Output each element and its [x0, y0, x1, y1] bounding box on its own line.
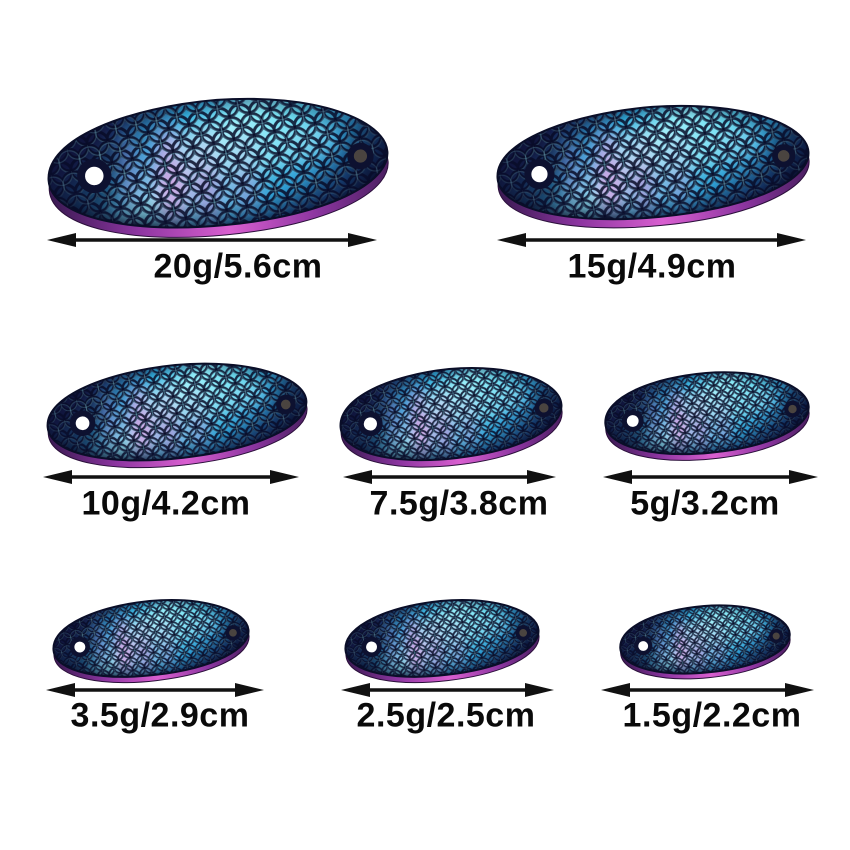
hook-hole	[225, 625, 241, 641]
line-tie-hole	[634, 636, 653, 656]
size-label: 3.5g/2.9cm	[70, 696, 250, 735]
lure-spoon-graphic	[493, 104, 813, 229]
hook-hole	[784, 400, 801, 418]
lure-spoon-photo	[607, 591, 803, 691]
lure-spoon-photo	[327, 354, 575, 478]
lure-spoon-graphic	[618, 604, 792, 680]
lure-spoon-photo	[35, 85, 401, 247]
lure-spoon-photo	[484, 92, 822, 238]
lure-spoon-photo	[592, 358, 822, 472]
size-label: 7.5g/3.8cm	[369, 484, 549, 523]
lure-spoon-photo	[332, 586, 552, 694]
hook-hole	[534, 398, 554, 418]
size-label: 10g/4.2cm	[81, 484, 251, 523]
lure-spoon-graphic	[602, 371, 812, 461]
length-arrow-icon	[603, 470, 818, 484]
lure-spoon-graphic	[50, 599, 252, 684]
size-label: 15g/4.9cm	[567, 247, 737, 286]
line-tie-hole	[361, 636, 382, 658]
line-tie-hole	[77, 158, 112, 194]
size-label: 5g/3.2cm	[630, 484, 780, 523]
hook-hole	[276, 394, 296, 415]
hook-hole	[515, 625, 531, 641]
length-arrow-icon	[46, 683, 264, 697]
size-label: 1.5g/2.2cm	[622, 696, 802, 735]
length-arrow-icon	[47, 233, 377, 247]
hook-hole	[347, 142, 374, 170]
length-arrow-icon	[497, 233, 806, 247]
size-label: 2.5g/2.5cm	[356, 696, 536, 735]
line-tie-hole	[69, 410, 96, 437]
hook-hole	[769, 628, 784, 644]
length-arrow-icon	[601, 683, 814, 697]
line-tie-hole	[621, 410, 644, 432]
size-label: 20g/5.6cm	[153, 247, 323, 286]
length-arrow-icon	[343, 470, 556, 484]
length-arrow-icon	[43, 470, 299, 484]
lure-spoon-graphic	[44, 97, 392, 238]
line-tie-hole	[69, 636, 90, 658]
lure-spoon-graphic	[44, 362, 311, 469]
line-tie-hole	[524, 159, 555, 190]
line-tie-hole	[358, 411, 383, 437]
lure-spoon-photo	[34, 350, 320, 478]
length-arrow-icon	[341, 683, 554, 697]
lure-spoon-photo	[40, 586, 262, 694]
lure-spoon-graphic	[343, 599, 542, 683]
lure-spoon-graphic	[337, 367, 566, 468]
hook-hole	[772, 144, 796, 168]
